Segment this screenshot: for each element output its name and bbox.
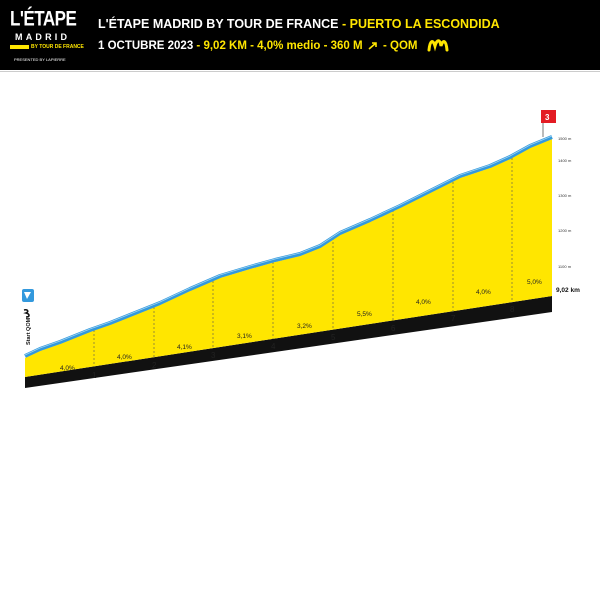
km-marker: 1 — [92, 371, 97, 380]
gradient-label: 5,0% — [527, 279, 542, 286]
altitude-label: 1200 m — [558, 228, 572, 233]
subtitle: 1 OCTUBRE 2023 - 9,02 KM - 4,0% medio - … — [98, 37, 449, 52]
gradient-label: 4,0% — [60, 365, 75, 372]
km-marker: 7 — [451, 314, 456, 323]
altitude-label: 1100 m — [558, 264, 572, 269]
title-climb: PUERTO LA ESCONDIDA — [349, 17, 500, 31]
start-movistar-icon — [23, 309, 30, 318]
km-dividers — [93, 158, 513, 366]
logo-tdf-text: BY TOUR DE FRANCE — [31, 44, 84, 50]
title-event: L'ÉTAPE MADRID BY TOUR DE FRANCE — [98, 17, 339, 31]
header-bar: L'ÉTAPE MADRID BY TOUR DE FRANCE PRESENT… — [0, 0, 600, 70]
km-marker: 2 — [152, 361, 157, 370]
gradient-label: 3,2% — [297, 323, 312, 330]
summit-category: 3 — [545, 113, 550, 122]
event-date: 1 OCTUBRE 2023 — [98, 40, 194, 52]
logo-presented-text: PRESENTED BY LAPIERRE — [14, 57, 66, 62]
profile-line-highlight — [24, 135, 553, 356]
start-label: Start QOM — [26, 317, 32, 345]
km-marker: 3 — [211, 351, 216, 360]
summit-category-flag — [541, 110, 556, 137]
climb-stats: 9,02 KM - 4,0% medio - 360 M — [203, 40, 363, 52]
gradient-label: 4,0% — [476, 289, 491, 296]
page-title: L'ÉTAPE MADRID BY TOUR DE FRANCE - PUERT… — [98, 17, 500, 31]
gradient-label: 3,1% — [237, 333, 252, 340]
logo-accent-bar — [10, 45, 29, 49]
km-marker: 6 — [391, 324, 396, 333]
logo-sub-text: MADRID — [15, 32, 71, 42]
gradient-label: 4,0% — [117, 354, 132, 361]
km-marker: 4 — [271, 342, 276, 351]
etape-logo: L'ÉTAPE MADRID BY TOUR DE FRANCE PRESENT… — [10, 6, 84, 66]
title-separator: - — [338, 17, 350, 31]
subtitle-separator-2: - — [379, 40, 391, 52]
finish-distance: 9,02 km — [556, 287, 580, 294]
km-marker: 5 — [331, 333, 336, 342]
profile-area — [25, 139, 552, 377]
qom-label: QOM — [390, 40, 418, 52]
header-separator — [0, 71, 600, 72]
gradient-label: 4,0% — [416, 299, 431, 306]
gradient-label: 4,1% — [177, 344, 192, 351]
gradient-label: 5,5% — [357, 311, 372, 318]
subtitle-separator: - — [193, 40, 204, 52]
profile-base — [25, 296, 552, 388]
km-marker: 8 — [510, 305, 515, 314]
altitude-label: 1300 m — [558, 193, 572, 198]
profile-line — [24, 135, 553, 358]
altitude-label: 1400 m — [558, 158, 572, 163]
logo-main-text: L'ÉTAPE — [10, 6, 77, 31]
ascent-arrow-icon — [368, 42, 377, 50]
movistar-logo-icon — [427, 39, 449, 52]
altitude-label: 1500 m — [558, 136, 572, 141]
start-marker — [22, 289, 34, 302]
